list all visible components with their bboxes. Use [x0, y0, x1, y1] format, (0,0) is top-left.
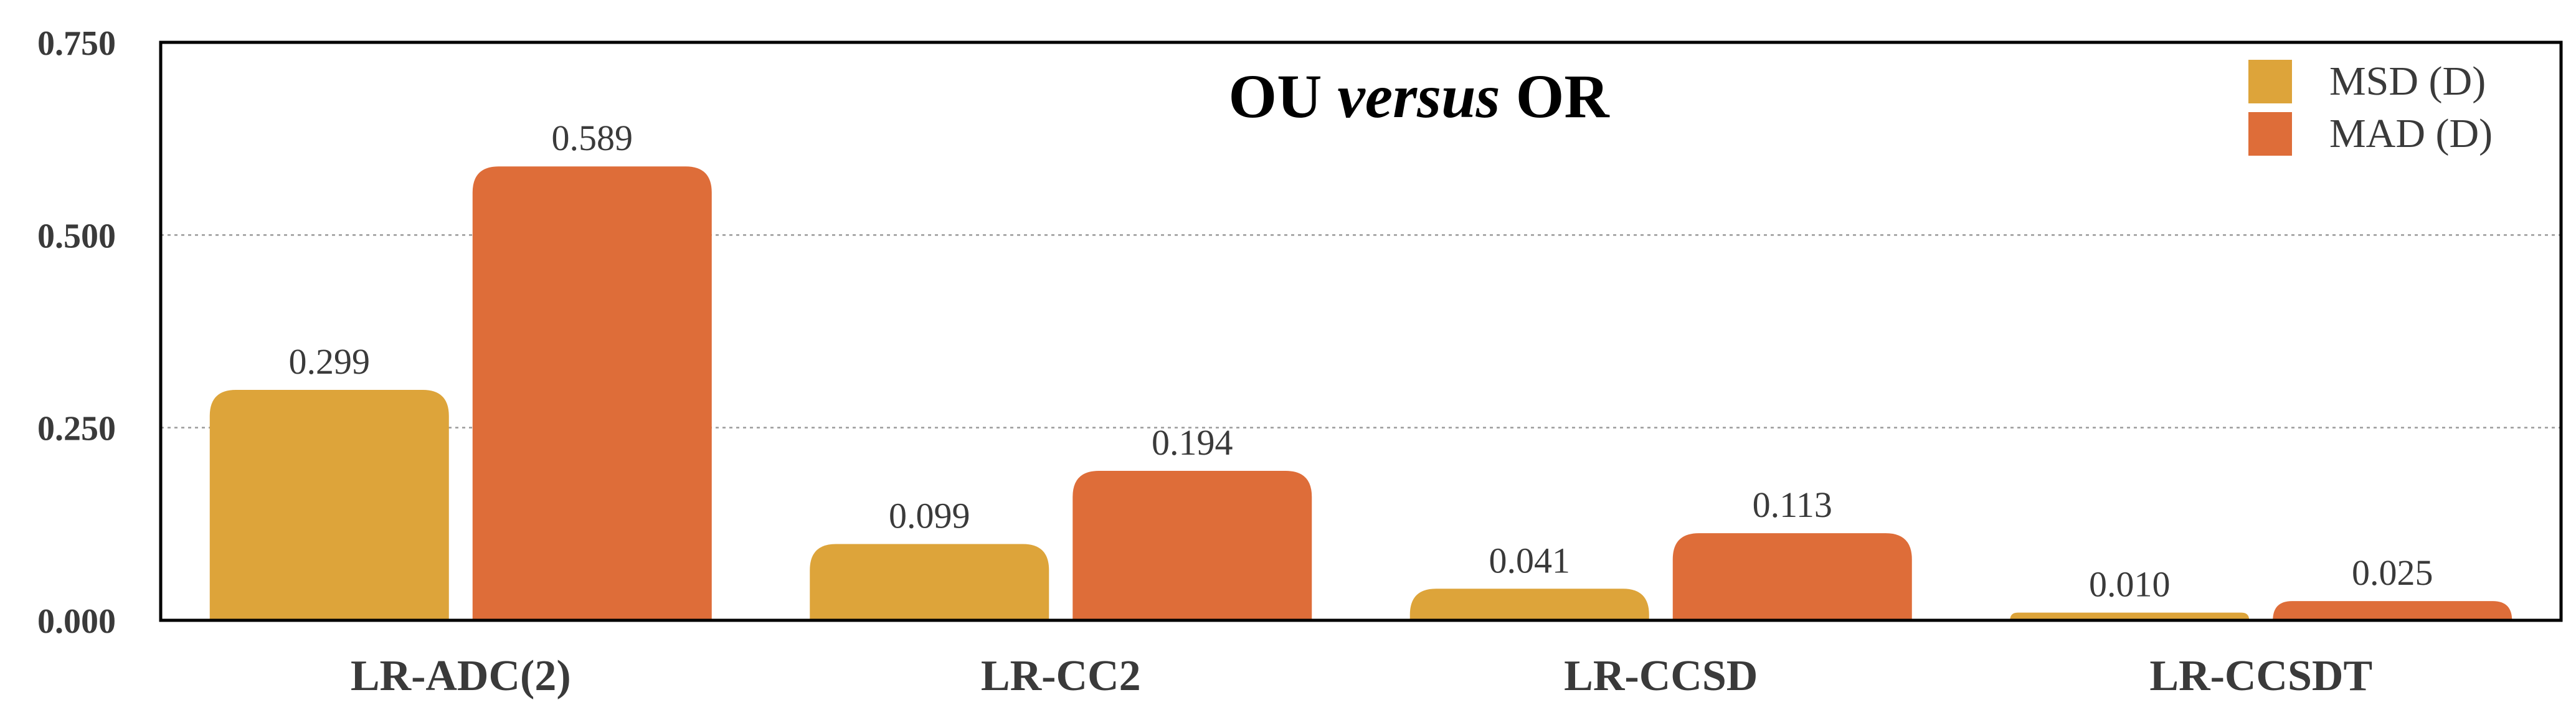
category-label: LR-CC2 — [981, 652, 1141, 700]
value-label: 0.589 — [552, 118, 633, 158]
bar-msd-lrcc2 — [810, 544, 1049, 620]
plot-frame — [159, 40, 2563, 622]
bar-mad-lrcc2 — [1073, 470, 1312, 620]
bar-mad-lrccsdt — [2273, 601, 2512, 620]
chart-title: OU versus OR — [1228, 62, 1610, 131]
value-label: 0.299 — [289, 341, 371, 382]
legend-label: MSD (D) — [2329, 59, 2486, 104]
legend-swatch — [2248, 60, 2292, 103]
bars — [209, 166, 2512, 620]
y-tick-label: 0.750 — [37, 24, 116, 63]
value-label: 0.113 — [1753, 485, 1832, 525]
category-label: LR-ADC(2) — [351, 652, 571, 700]
legend: MSD (D) MAD (D) — [2248, 59, 2493, 156]
value-label: 0.194 — [1152, 422, 1233, 463]
value-label: 0.010 — [2089, 564, 2171, 605]
bar-mad-lradc2 — [472, 166, 712, 620]
value-label: 0.099 — [889, 496, 970, 536]
title-part: OR — [1500, 62, 1611, 131]
title-part: versus — [1337, 62, 1500, 131]
bar-msd-lrccsd — [1409, 589, 1649, 620]
y-axis-ticks: 0.000 0.250 0.500 0.750 — [37, 24, 116, 641]
value-labels: 0.299 0.589 0.099 0.194 0.041 0.113 0.010 0.025 — [289, 118, 2433, 604]
y-tick-label: 0.250 — [37, 410, 116, 448]
y-tick-label: 0.500 — [37, 217, 116, 255]
x-axis-categories: LR-ADC(2) LR-CC2 LR-CCSD LR-CCSDT — [351, 652, 2372, 700]
value-label: 0.025 — [2352, 552, 2433, 593]
value-label: 0.041 — [1489, 540, 1571, 580]
title-part: OU — [1228, 62, 1337, 131]
bar-mad-lrccsd — [1672, 533, 1912, 620]
bar-msd-lradc2 — [209, 390, 449, 620]
legend-label: MAD (D) — [2329, 111, 2493, 156]
category-label: LR-CCSDT — [2149, 652, 2372, 700]
bar-msd-lrccsdt — [2010, 612, 2250, 620]
legend-swatch — [2248, 112, 2292, 156]
y-tick-label: 0.000 — [37, 602, 116, 641]
category-label: LR-CCSD — [1564, 652, 1758, 700]
